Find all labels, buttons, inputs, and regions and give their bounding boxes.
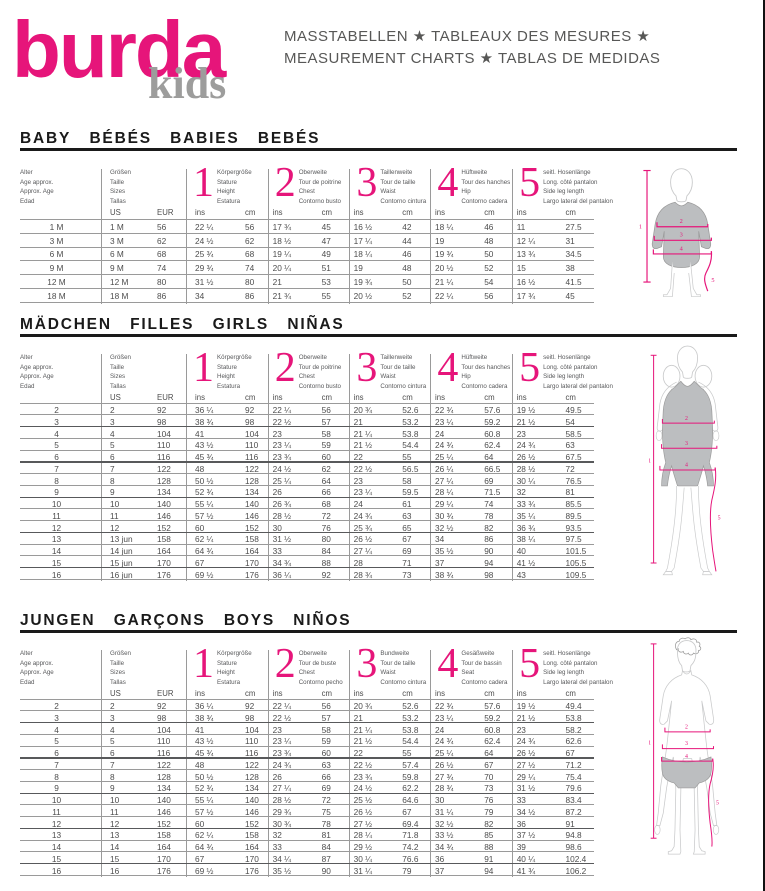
svg-text:2: 2 xyxy=(685,724,688,730)
svg-text:5: 5 xyxy=(716,801,719,807)
svg-text:3: 3 xyxy=(685,741,688,747)
svg-text:3: 3 xyxy=(680,232,683,239)
svg-text:1: 1 xyxy=(649,459,651,465)
svg-text:1: 1 xyxy=(639,224,642,231)
svg-text:2: 2 xyxy=(680,218,683,225)
svg-text:2: 2 xyxy=(685,416,688,422)
svg-text:3: 3 xyxy=(685,441,688,447)
svg-text:5: 5 xyxy=(711,277,714,284)
svg-text:4: 4 xyxy=(685,754,688,760)
svg-text:4: 4 xyxy=(685,463,688,469)
svg-text:5: 5 xyxy=(718,515,721,521)
svg-text:1: 1 xyxy=(649,740,651,746)
